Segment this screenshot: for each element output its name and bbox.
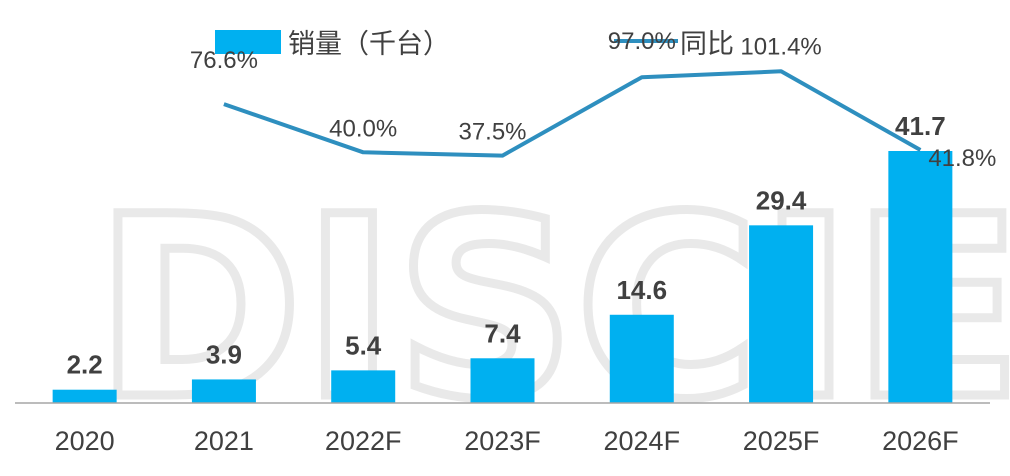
yoy-value-label: 97.0%: [608, 28, 676, 55]
bar-2022F: [331, 370, 396, 403]
bar-2021: [191, 379, 256, 403]
bar-value-label: 5.4: [345, 330, 382, 360]
bar-2025F: [749, 225, 814, 403]
line-series: [223, 69, 922, 158]
x-axis-ticks: 2020 2021 2022F 2023F 2024F 2025F 2026F: [55, 426, 959, 456]
yoy-value-label: 40.0%: [329, 115, 397, 142]
bar-data-labels: 2.2 3.9 5.4 7.4 14.6 29.4 41.7: [67, 111, 946, 380]
legend: 销量（千台） 同比: [215, 29, 734, 60]
yoy-value-label: 37.5%: [458, 119, 526, 146]
bar-value-label: 14.6: [616, 275, 667, 305]
x-tick-label: 2022F: [325, 426, 402, 456]
x-tick-label: 2025F: [743, 426, 820, 456]
watermark: DISCIEN: [95, 163, 1010, 454]
bar-2020: [52, 389, 117, 403]
x-tick-label: 2020: [55, 426, 115, 456]
x-tick-label: 2024F: [604, 426, 681, 456]
bar-2026F: [888, 151, 953, 403]
x-tick-label: 2021: [194, 426, 254, 456]
legend-bar-swatch: [215, 30, 281, 54]
yoy-data-labels: 76.6% 40.0% 37.5% 97.0% 101.4% 41.8%: [190, 28, 996, 172]
bar-2023F: [470, 358, 535, 403]
bar-value-label: 3.9: [206, 339, 242, 369]
bar-value-label: 2.2: [67, 350, 103, 380]
x-tick-label: 2023F: [464, 426, 541, 456]
yoy-line: [223, 69, 922, 158]
bar-2024F: [609, 314, 674, 403]
yoy-value-label: 76.6%: [190, 47, 258, 74]
bar-value-label: 7.4: [484, 318, 521, 348]
bar-series: [52, 151, 953, 403]
bar-value-label: 29.4: [756, 185, 807, 215]
x-tick-label: 2026F: [882, 426, 959, 456]
legend-bar-label: 销量（千台）: [288, 29, 450, 60]
bar-value-label: 41.7: [895, 111, 946, 141]
yoy-value-label: 41.8%: [928, 145, 996, 172]
legend-line-label: 同比: [680, 29, 734, 60]
yoy-value-label: 101.4%: [740, 33, 821, 60]
